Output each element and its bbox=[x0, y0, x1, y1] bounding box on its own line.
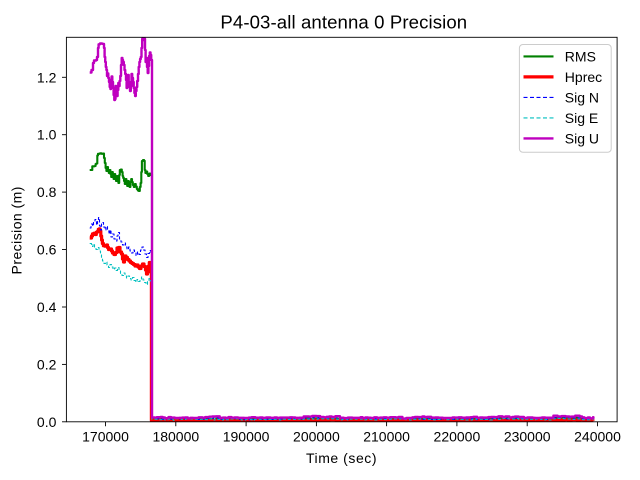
svg-text:Sig U: Sig U bbox=[565, 130, 599, 146]
svg-text:Hprec: Hprec bbox=[565, 69, 602, 85]
svg-text:230000: 230000 bbox=[504, 428, 551, 444]
svg-text:1.0: 1.0 bbox=[37, 127, 57, 143]
svg-text:210000: 210000 bbox=[363, 428, 410, 444]
svg-text:Precision (m): Precision (m) bbox=[8, 186, 24, 274]
svg-text:1.2: 1.2 bbox=[37, 69, 57, 85]
svg-text:Time (sec): Time (sec) bbox=[306, 450, 377, 466]
svg-text:240000: 240000 bbox=[574, 428, 621, 444]
svg-text:0.8: 0.8 bbox=[37, 184, 57, 200]
svg-text:170000: 170000 bbox=[82, 428, 129, 444]
svg-text:180000: 180000 bbox=[152, 428, 199, 444]
svg-text:0.0: 0.0 bbox=[37, 414, 57, 430]
svg-text:190000: 190000 bbox=[223, 428, 270, 444]
svg-text:0.4: 0.4 bbox=[37, 299, 57, 315]
svg-text:220000: 220000 bbox=[434, 428, 481, 444]
svg-text:Sig E: Sig E bbox=[565, 110, 598, 126]
svg-text:P4-03-all antenna 0 Precision: P4-03-all antenna 0 Precision bbox=[220, 12, 467, 33]
svg-text:Sig N: Sig N bbox=[565, 89, 599, 105]
svg-text:RMS: RMS bbox=[565, 48, 596, 64]
svg-text:0.2: 0.2 bbox=[37, 356, 57, 372]
svg-text:0.6: 0.6 bbox=[37, 242, 57, 258]
svg-text:200000: 200000 bbox=[293, 428, 340, 444]
